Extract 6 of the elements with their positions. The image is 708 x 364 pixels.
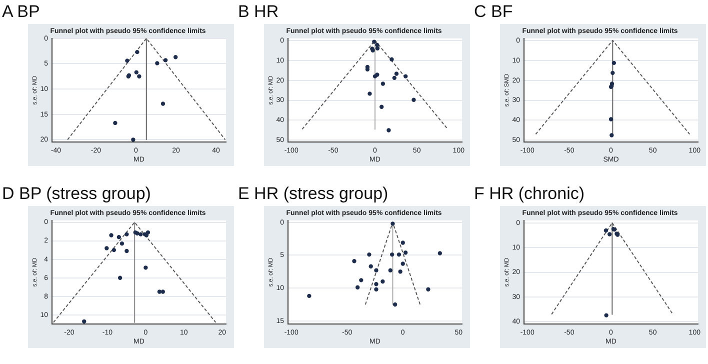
chart-title: F HR (chronic)	[474, 184, 585, 204]
chart-title: A BP	[2, 2, 40, 22]
chart-title: D BP (stress group)	[2, 184, 151, 204]
chart-title: C BF	[474, 2, 513, 22]
chart-title: B HR	[238, 2, 279, 22]
chart-title: E HR (stress group)	[238, 184, 388, 204]
